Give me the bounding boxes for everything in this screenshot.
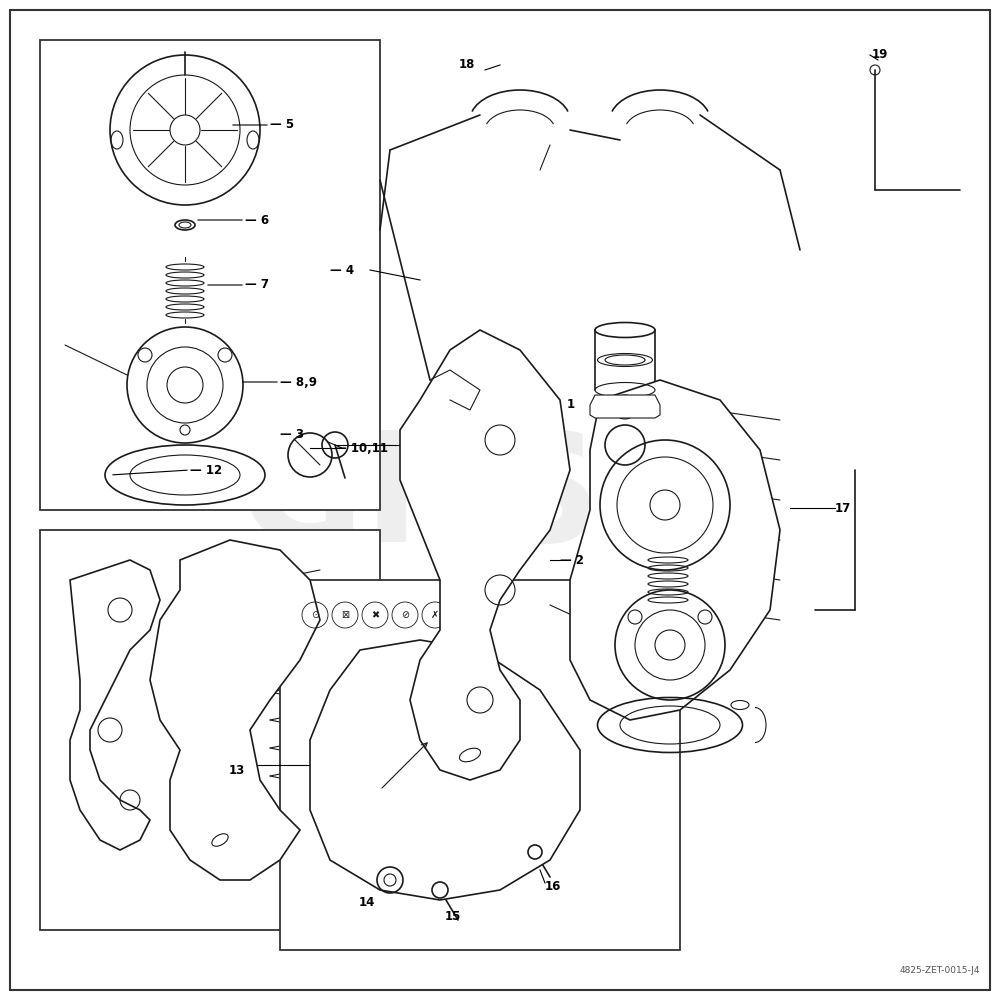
Text: — 7: — 7 <box>245 278 269 292</box>
Text: ⊠: ⊠ <box>341 610 349 620</box>
Text: 14: 14 <box>359 896 375 908</box>
Polygon shape <box>70 560 160 850</box>
Text: ✖: ✖ <box>371 610 379 620</box>
Polygon shape <box>310 640 580 900</box>
Text: ✗: ✗ <box>431 610 439 620</box>
Text: — 12: — 12 <box>190 464 222 477</box>
Text: ⊘: ⊘ <box>401 610 409 620</box>
Text: GHS: GHS <box>238 426 602 574</box>
Text: — 8,9: — 8,9 <box>280 375 317 388</box>
Text: 19: 19 <box>872 48 888 62</box>
Text: 1: 1 <box>567 398 575 412</box>
Text: — 4: — 4 <box>330 263 354 276</box>
Bar <box>40 40 380 510</box>
Text: — 3: — 3 <box>280 428 304 442</box>
Text: 4825-ZET-0015-J4: 4825-ZET-0015-J4 <box>900 966 980 975</box>
Polygon shape <box>150 540 320 880</box>
Text: — 2: — 2 <box>560 554 584 566</box>
Polygon shape <box>570 380 780 720</box>
Text: — 10,11: — 10,11 <box>335 442 388 454</box>
Text: 16: 16 <box>545 880 561 894</box>
Text: 15: 15 <box>445 910 461 924</box>
Text: ⊙: ⊙ <box>311 610 319 620</box>
Text: 18: 18 <box>459 58 475 72</box>
Bar <box>40 530 380 930</box>
Text: 13: 13 <box>229 764 245 776</box>
Text: — 6: — 6 <box>245 214 269 227</box>
Text: 17: 17 <box>835 502 851 514</box>
Polygon shape <box>400 330 570 780</box>
Text: — 5: — 5 <box>270 118 294 131</box>
Polygon shape <box>590 395 660 418</box>
Bar <box>280 580 680 950</box>
